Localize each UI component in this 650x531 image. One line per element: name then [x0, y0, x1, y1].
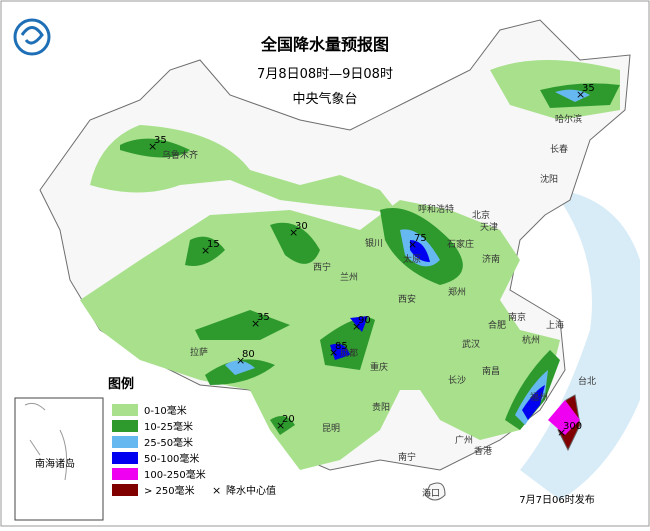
legend-swatch	[112, 420, 138, 432]
city-label: 呼和浩特	[418, 203, 454, 215]
center-value: 300	[563, 421, 582, 432]
sea	[520, 190, 640, 500]
city-label: 哈尔滨	[555, 113, 582, 125]
center-cross: ×	[236, 354, 245, 367]
city-label: 香港	[474, 445, 492, 457]
city-label: 海口	[422, 487, 440, 499]
city-label: 兰州	[340, 271, 358, 283]
city-label: 石家庄	[447, 238, 474, 250]
center-value: 35	[154, 135, 167, 146]
legend-label: > 250毫米	[144, 484, 195, 497]
center-cross: ×	[251, 317, 260, 330]
center-value: 90	[358, 315, 371, 326]
city-label: 天津	[480, 222, 498, 233]
city-label: 重庆	[370, 361, 388, 373]
city-label: 北京	[472, 209, 490, 221]
logo	[13, 18, 51, 56]
legend-marker: ×	[212, 484, 221, 497]
inset-islands	[24, 402, 68, 481]
legend-swatch	[112, 452, 138, 464]
hainan	[424, 482, 446, 501]
center-value: 35	[582, 83, 595, 94]
city-label: 杭州	[522, 334, 540, 346]
city-label: 上海	[546, 319, 564, 331]
city-label: 南宁	[398, 451, 416, 463]
city-label: 济南	[482, 253, 500, 265]
city-label: 沈阳	[540, 173, 558, 185]
center-value: 35	[257, 312, 270, 323]
center-cross: ×	[276, 419, 285, 432]
center-cross: ×	[557, 426, 566, 439]
legend-label: 100-250毫米	[144, 468, 206, 481]
city-label: 福州	[530, 391, 548, 403]
legend-title: 图例	[108, 376, 134, 392]
logo-mark	[20, 26, 44, 45]
city-label: 拉萨	[190, 346, 208, 358]
legend-label: 0-10毫米	[144, 404, 187, 417]
city-label: 乌鲁木齐	[162, 149, 198, 161]
time-range: 7月8日08时—9日08时	[257, 67, 393, 82]
city-label: 贵阳	[372, 401, 390, 413]
center-cross: ×	[201, 244, 210, 257]
inset-label: 南海诸岛	[35, 457, 75, 470]
legend-swatch	[112, 404, 138, 416]
legend-label: 25-50毫米	[144, 436, 193, 449]
city-label: 广州	[455, 434, 473, 446]
legend-marker-label: 降水中心值	[226, 484, 276, 497]
city-label: 台北	[578, 375, 596, 387]
inset	[14, 397, 104, 521]
legend-label: 10-25毫米	[144, 420, 193, 433]
city-label: 银川	[365, 237, 383, 249]
release-note: 7月7日06时发布	[519, 493, 594, 506]
city-label: 南昌	[482, 365, 500, 377]
city-label: 武汉	[462, 338, 480, 350]
center-cross: ×	[289, 226, 298, 239]
city-label: 长沙	[448, 374, 466, 386]
center-value: 15	[207, 239, 220, 250]
title: 全国降水量预报图	[260, 35, 389, 54]
city-label: 西宁	[313, 261, 331, 273]
legend-label: 50-100毫米	[144, 452, 199, 465]
center-value: 85	[335, 341, 348, 352]
city-label: 昆明	[322, 423, 340, 434]
rain-areas	[80, 60, 620, 470]
legend-swatch	[112, 484, 138, 496]
city-label: 太原	[403, 253, 421, 265]
center-value: 75	[414, 233, 427, 244]
city-label: 郑州	[448, 286, 466, 298]
center-value: 20	[282, 414, 295, 425]
center-cross: ×	[148, 140, 157, 153]
center-value: 80	[242, 349, 255, 360]
center-cross: ×	[576, 88, 585, 101]
center-cross: ×	[408, 238, 417, 251]
legend-swatch	[112, 468, 138, 480]
city-label: 长春	[550, 143, 568, 155]
issuer: 中央气象台	[292, 91, 357, 107]
center-cross: ×	[329, 346, 338, 359]
city-label: 南京	[508, 311, 526, 323]
legend-swatch	[112, 436, 138, 448]
center-cross: ×	[352, 320, 361, 333]
city-label: 合肥	[488, 319, 506, 331]
center-value: 30	[295, 221, 308, 232]
city-label: 西安	[398, 293, 416, 305]
city-label: 成都	[340, 347, 358, 359]
